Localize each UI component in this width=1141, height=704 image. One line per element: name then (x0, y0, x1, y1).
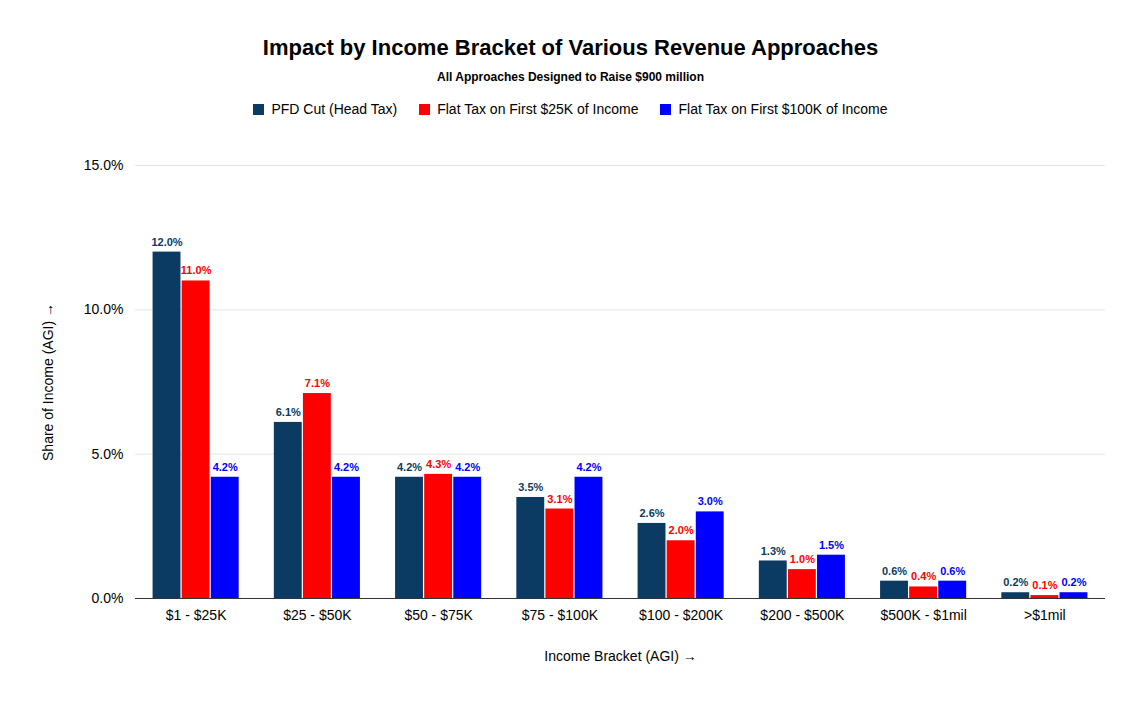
svg-text:3.5%: 3.5% (518, 481, 543, 493)
svg-text:0.2%: 0.2% (1003, 576, 1028, 588)
svg-text:>$1mil: >$1mil (1024, 607, 1066, 623)
svg-text:4.2%: 4.2% (455, 461, 480, 473)
svg-text:12.0%: 12.0% (151, 236, 182, 248)
svg-text:0.0%: 0.0% (92, 590, 124, 606)
html-text:Flat Tax on First $100K of Inc: Flat Tax on First $100K of Income (678, 101, 888, 117)
html-text:All Approaches Designed to Rai: All Approaches Designed to Raise $900 mi… (437, 70, 704, 84)
svg-text:15.0%: 15.0% (84, 157, 124, 173)
svg-text:5.0%: 5.0% (92, 446, 124, 462)
svg-text:Income Bracket (AGI) →: Income Bracket (AGI) → (544, 648, 696, 664)
svg-text:Share of Income (AGI) →: Share of Income (AGI) → (40, 303, 56, 461)
svg-text:7.1%: 7.1% (305, 377, 330, 389)
svg-text:0.6%: 0.6% (882, 565, 907, 577)
html-text:PFD Cut (Head Tax): PFD Cut (Head Tax) (271, 101, 398, 117)
svg-text:4.2%: 4.2% (213, 461, 238, 473)
svg-text:0.4%: 0.4% (911, 570, 936, 582)
svg-text:4.2%: 4.2% (576, 461, 601, 473)
html-text:Impact by Income Bracket of Va: Impact by Income Bracket of Various Reve… (262, 35, 879, 60)
svg-text:1.3%: 1.3% (761, 544, 786, 556)
svg-text:0.6%: 0.6% (940, 565, 965, 577)
svg-text:4.2%: 4.2% (397, 461, 422, 473)
svg-text:0.1%: 0.1% (1032, 579, 1057, 591)
svg-text:$100 - $200K: $100 - $200K (639, 607, 724, 623)
svg-text:4.2%: 4.2% (334, 461, 359, 473)
svg-text:1.5%: 1.5% (819, 539, 844, 551)
svg-text:4.3%: 4.3% (426, 458, 451, 470)
svg-text:2.0%: 2.0% (669, 524, 694, 536)
svg-text:10.0%: 10.0% (84, 301, 124, 317)
svg-text:6.1%: 6.1% (276, 406, 301, 418)
html-text:Flat Tax on First $25K of Inco: Flat Tax on First $25K of Income (437, 101, 639, 117)
svg-text:2.6%: 2.6% (639, 507, 664, 519)
svg-text:1.0%: 1.0% (790, 553, 815, 565)
svg-text:$50 - $75K: $50 - $75K (404, 607, 473, 623)
svg-text:3.1%: 3.1% (547, 493, 572, 505)
svg-text:11.0%: 11.0% (181, 264, 212, 276)
svg-text:$200 - $500K: $200 - $500K (760, 607, 845, 623)
svg-text:$1 - $25K: $1 - $25K (166, 607, 227, 623)
svg-text:$75 - $100K: $75 - $100K (522, 607, 599, 623)
svg-text:$25 - $50K: $25 - $50K (283, 607, 352, 623)
svg-text:3.0%: 3.0% (698, 495, 723, 507)
svg-text:0.2%: 0.2% (1061, 576, 1086, 588)
svg-text:$500K - $1mil: $500K - $1mil (880, 607, 966, 623)
